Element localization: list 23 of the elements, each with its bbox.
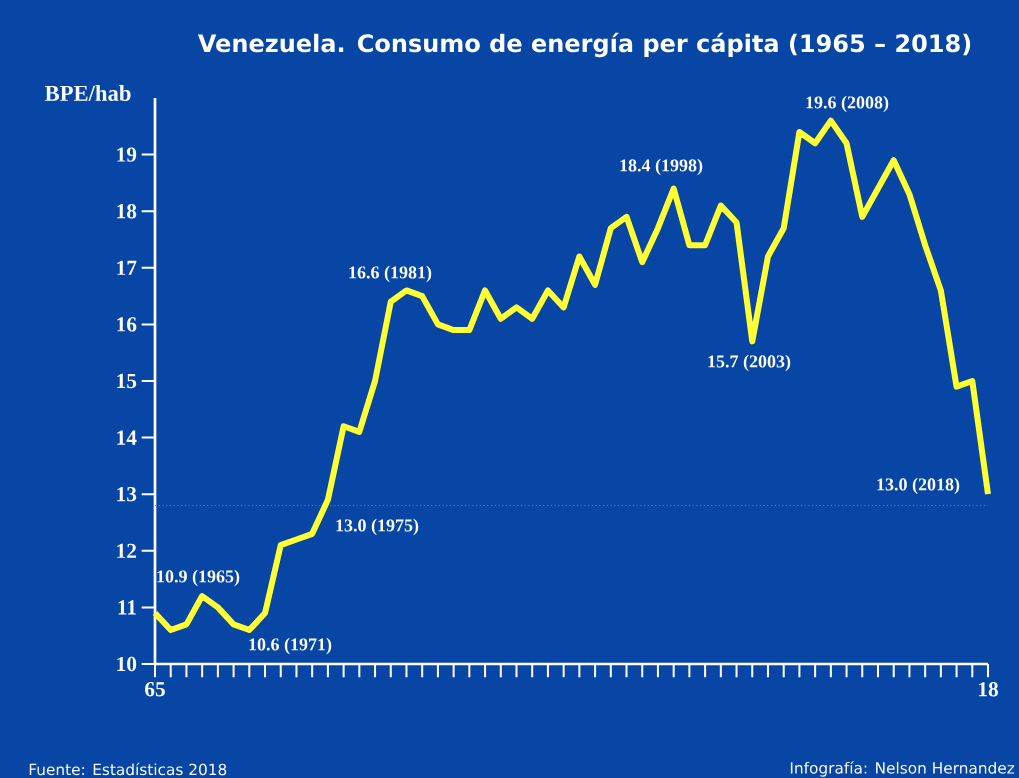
annotation: 19.6 (2008) (806, 95, 889, 113)
y-tick-label: 15 (117, 373, 137, 389)
y-axis-title: BPE/hab (44, 85, 131, 101)
y-tick-label: 10 (117, 656, 137, 672)
annotation: 16.6 (1981) (349, 265, 432, 283)
y-tick-label: 13 (117, 487, 137, 502)
annotation: 10.9 (1965) (157, 569, 240, 587)
annotation: 13.0 (1975) (336, 518, 419, 536)
y-tick-label: 18 (117, 204, 137, 219)
annotation: 10.6 (1971) (249, 637, 332, 655)
annotation: 13.0 (2018) (877, 477, 960, 495)
text: Infografía: Nelson Hernandez (790, 761, 1015, 777)
y-tick-label: 14 (117, 430, 137, 445)
chart-title: Venezuela. Consumo de energía per cápita (1965 – 2018) (197, 32, 971, 58)
y-tick-label: 19 (117, 147, 137, 162)
y-tick-label: 17 (117, 260, 137, 275)
source-note: Fuente: Estadísticas 2018 (29, 762, 227, 776)
x-tick-label: 65 (145, 682, 165, 697)
y-tick-label: 12 (117, 543, 137, 558)
annotation: 15.7 (2003) (708, 354, 791, 372)
y-tick-label: 16 (117, 317, 137, 332)
annotation: 18.4 (1998) (620, 158, 703, 176)
y-tick-label: 11 (118, 600, 136, 615)
